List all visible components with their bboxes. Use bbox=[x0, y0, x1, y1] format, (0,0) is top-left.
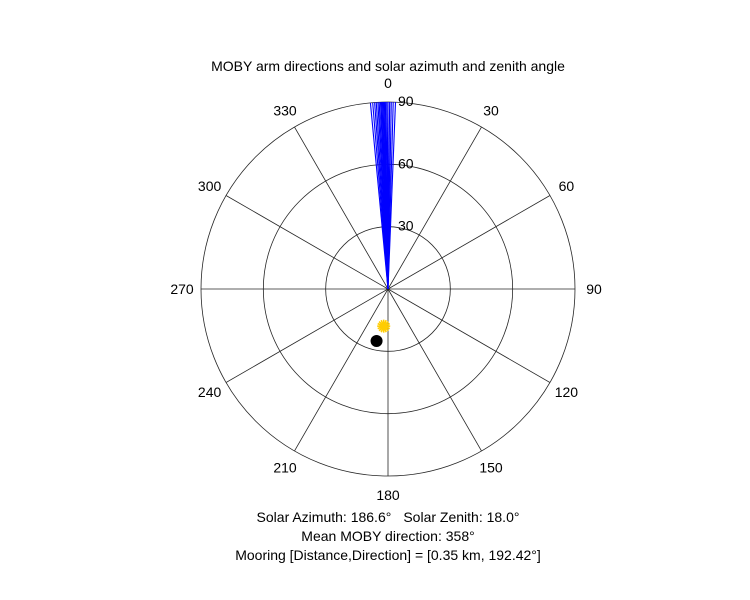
spoke-330 bbox=[294, 126, 389, 290]
angle-tick-label: 330 bbox=[273, 103, 297, 119]
mean-direction-caption: Mean MOBY direction: 358° bbox=[301, 528, 475, 544]
spoke-150 bbox=[387, 288, 482, 452]
solar-zenith-caption: Solar Zenith: 18.0° bbox=[403, 509, 520, 525]
spoke-60 bbox=[387, 195, 551, 290]
angle-tick-label: 180 bbox=[376, 487, 400, 503]
angle-tick-label: 150 bbox=[479, 459, 503, 475]
sun-core bbox=[380, 322, 387, 330]
moby-arm-line bbox=[387, 102, 397, 290]
solar-caption-line: Solar Azimuth: 186.6° Solar Zenith: 18.0° bbox=[0, 509, 750, 525]
angle-tick-label: 240 bbox=[198, 384, 222, 400]
radial-tick-label: 30 bbox=[398, 218, 414, 234]
angle-tick-label: 210 bbox=[273, 459, 297, 475]
angle-tick-label: 0 bbox=[384, 75, 392, 91]
solar-azimuth-caption: Solar Azimuth: 186.6° bbox=[256, 509, 392, 525]
polar-markers bbox=[370, 319, 391, 347]
mooring-caption: Mooring [Distance,Direction] = [0.35 km,… bbox=[235, 547, 541, 563]
spoke-300 bbox=[225, 195, 389, 290]
angle-tick-label: 60 bbox=[559, 178, 575, 194]
angle-tick-label: 300 bbox=[198, 178, 222, 194]
radial-tick-label: 90 bbox=[398, 93, 414, 109]
angle-tick-label: 120 bbox=[555, 384, 579, 400]
angle-tick-label: 270 bbox=[170, 281, 194, 297]
spoke-30 bbox=[387, 126, 482, 290]
angle-tick-label: 90 bbox=[586, 281, 602, 297]
sun-marker-icon bbox=[377, 319, 391, 333]
moby-arm-lines bbox=[369, 102, 397, 290]
radial-tick-label: 60 bbox=[398, 155, 414, 171]
chart-title: MOBY arm directions and solar azimuth an… bbox=[211, 58, 565, 74]
polar-tick-labels: 0 30 60 90 120 150 180 210 240 270 300 330 30 60 90 bbox=[170, 75, 602, 503]
mooring-marker bbox=[370, 334, 383, 347]
spoke-240 bbox=[225, 288, 389, 383]
spoke-120 bbox=[387, 288, 551, 383]
spoke-210 bbox=[294, 288, 389, 452]
angle-tick-label: 30 bbox=[483, 103, 499, 119]
